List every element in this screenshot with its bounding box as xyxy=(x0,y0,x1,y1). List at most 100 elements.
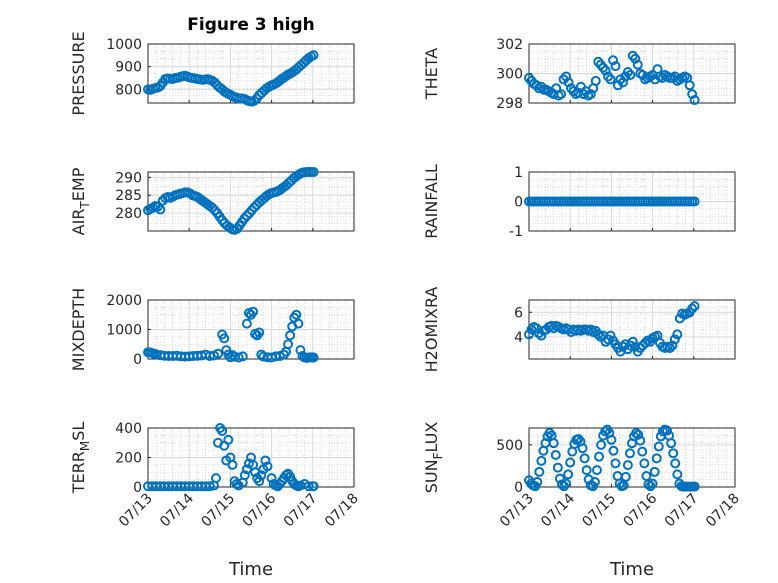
data-point xyxy=(534,466,545,477)
data-point xyxy=(308,352,319,363)
y-tick-label: 1000 xyxy=(106,323,142,339)
data-point xyxy=(552,462,563,473)
data-point xyxy=(632,59,643,70)
data-point xyxy=(640,338,651,349)
data-point xyxy=(204,481,215,492)
y-tick-label: 500 xyxy=(496,438,523,454)
y-tick-label: 302 xyxy=(496,37,523,53)
data-point xyxy=(627,336,638,347)
y-tick-label: 800 xyxy=(115,82,142,98)
x-axis-label: Time xyxy=(609,559,654,580)
data-point xyxy=(155,204,166,215)
data-point xyxy=(219,333,230,344)
data-point xyxy=(585,324,596,335)
data-point xyxy=(209,77,220,88)
data-point xyxy=(536,455,547,466)
y-tick-label: 200 xyxy=(115,451,142,467)
x-tick-label: 07/14 xyxy=(538,490,578,530)
data-point xyxy=(563,77,574,88)
data-point xyxy=(207,202,218,213)
data-point xyxy=(684,80,695,91)
data-point xyxy=(668,448,679,459)
x-tick-label: 07/13 xyxy=(116,491,156,531)
y-tick-label: 300 xyxy=(496,67,523,83)
y-tick-label: 400 xyxy=(115,421,142,437)
data-point xyxy=(647,478,658,489)
data-point xyxy=(622,460,633,471)
data-point xyxy=(610,61,621,72)
data-point xyxy=(285,330,296,341)
x-tick-label: 07/15 xyxy=(579,491,619,531)
subplot-7: 0 200 400 TERRMSL 07/13 07/14 07/15 07/16 07/17 0… xyxy=(69,421,362,580)
y-axis-label: AIRTEMP xyxy=(69,167,92,235)
data-point xyxy=(577,443,588,454)
data-point xyxy=(633,429,644,440)
data-point xyxy=(610,458,621,469)
data-point xyxy=(617,77,628,88)
data-point xyxy=(556,89,567,100)
data-point xyxy=(651,453,662,464)
subplot-6: 4 6 H2OMIXRA xyxy=(422,287,736,373)
data-point xyxy=(672,329,683,340)
y-axis-label: H2OMIXRA xyxy=(422,287,441,373)
data-point xyxy=(295,345,306,356)
data-point xyxy=(649,466,660,477)
y-axis-label: RAINFALL xyxy=(422,164,441,239)
y-tick-label: 1000 xyxy=(106,37,142,53)
data-point xyxy=(666,438,677,449)
axes-border xyxy=(528,427,736,488)
y-tick-label: 2000 xyxy=(106,293,142,309)
data-point xyxy=(593,329,604,340)
axes-border xyxy=(147,299,355,360)
data-point xyxy=(308,481,319,492)
data-point xyxy=(524,329,534,340)
data-point xyxy=(565,457,576,468)
data-point xyxy=(556,479,567,490)
data-point xyxy=(590,75,601,86)
data-point xyxy=(256,470,267,481)
data-point xyxy=(605,74,616,85)
data-point xyxy=(631,428,642,439)
data-point xyxy=(308,167,319,177)
y-tick-label: 0 xyxy=(133,352,142,368)
data-point xyxy=(637,340,648,351)
data-point xyxy=(213,348,224,359)
data-point xyxy=(585,89,596,100)
data-point xyxy=(689,481,700,492)
figure-title: Figure 3 high xyxy=(187,15,315,35)
y-tick-label: -1 xyxy=(509,224,523,240)
data-point xyxy=(550,449,561,460)
y-tick-label: 0 xyxy=(514,195,523,211)
data-point xyxy=(237,351,248,362)
x-tick-label: 07/18 xyxy=(703,491,743,531)
data-point xyxy=(608,445,619,456)
data-point xyxy=(687,303,698,314)
data-point xyxy=(254,327,265,338)
data-point xyxy=(689,301,700,312)
subplot-5: 0 1000 2000 MIXDEPTH xyxy=(69,288,355,371)
data-point xyxy=(561,478,572,489)
subplot-2: 298 300 302 THETA xyxy=(422,37,736,112)
data-point xyxy=(630,53,641,64)
data-point xyxy=(687,89,698,100)
data-point xyxy=(579,453,590,464)
data-point xyxy=(662,425,673,436)
data-point xyxy=(532,476,543,487)
y-axis-label: THETA xyxy=(422,48,441,100)
data-point xyxy=(689,95,700,106)
data-point xyxy=(554,473,565,484)
data-point xyxy=(223,434,234,445)
data-point xyxy=(606,434,617,445)
data-point xyxy=(653,441,664,452)
subplot-8: 0 500 SUNFLUX 07/13 07/14 07/15 07/16 07/17 07/1… xyxy=(422,422,743,580)
data-point xyxy=(561,71,572,82)
x-tick-label: 07/16 xyxy=(621,490,661,530)
y-tick-label: 0 xyxy=(514,480,523,496)
data-point xyxy=(581,465,592,476)
data-point xyxy=(293,318,304,329)
data-point xyxy=(291,309,302,320)
data-point xyxy=(217,425,228,436)
y-tick-label: 290 xyxy=(115,170,142,186)
